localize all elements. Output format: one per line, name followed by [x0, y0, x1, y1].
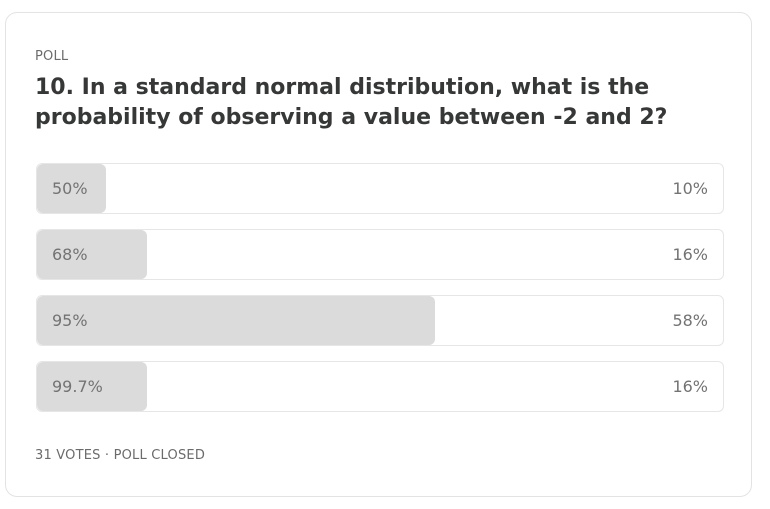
- poll-option-label: 50%: [52, 179, 88, 198]
- poll-options: 50% 10% 68% 16% 95% 58% 99.7% 16%: [36, 163, 724, 427]
- poll-card: POLL 10. In a standard normal distributi…: [5, 12, 752, 497]
- poll-label: POLL: [35, 49, 69, 64]
- poll-option: 50% 10%: [36, 163, 724, 214]
- poll-option-label: 95%: [52, 311, 88, 330]
- poll-footer: 31 VOTES · POLL CLOSED: [35, 448, 206, 463]
- poll-option-label: 99.7%: [52, 377, 103, 396]
- poll-question: 10. In a standard normal distribution, w…: [35, 75, 668, 130]
- poll-option: 95% 58%: [36, 295, 724, 346]
- poll-option-label: 68%: [52, 245, 88, 264]
- poll-option-bar: [37, 362, 147, 411]
- poll-option-bar: [37, 296, 435, 345]
- poll-option-percent: 10%: [672, 179, 708, 198]
- poll-option: 68% 16%: [36, 229, 724, 280]
- poll-option-bar: [37, 164, 106, 213]
- poll-option-percent: 16%: [672, 377, 708, 396]
- poll-option-bar: [37, 230, 147, 279]
- poll-option-percent: 16%: [672, 245, 708, 264]
- poll-option: 99.7% 16%: [36, 361, 724, 412]
- poll-option-percent: 58%: [672, 311, 708, 330]
